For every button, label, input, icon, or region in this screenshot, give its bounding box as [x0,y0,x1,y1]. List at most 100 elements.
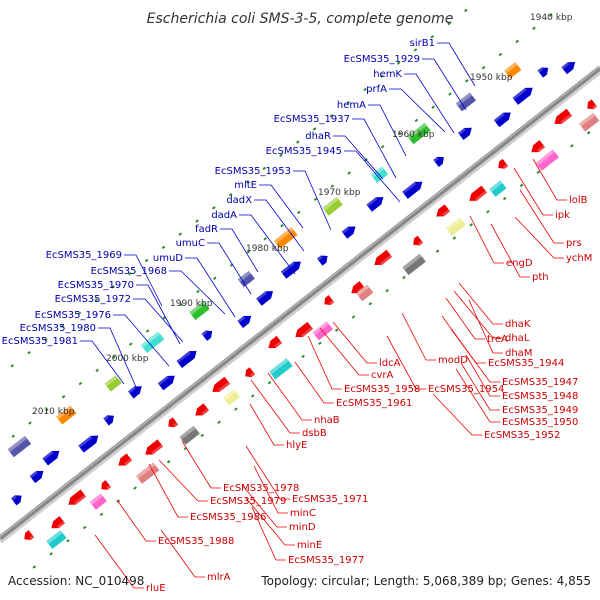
forward-gene-arrow [280,261,301,279]
kbp-tick-label: 2000 kbp [106,354,149,364]
inner-tick-dot [452,236,457,240]
outer-tick-dot [161,245,166,250]
reverse-leader-line [245,445,290,500]
forward-gene-arrow [201,330,213,341]
forward-leader-line [239,214,296,275]
reverse-gene-arrow [101,480,112,490]
inner-tick-dot [145,329,150,333]
reverse-leader-line [116,499,156,542]
forward-leader-line [352,118,397,179]
inner-tick-dot [536,170,541,174]
outer-tick-dot [380,74,384,79]
forward-gene-label: dadA [211,210,237,221]
reverse-gene-label: engD [506,258,533,269]
forward-gene-label: dhaR [305,131,331,142]
map-title: Escherichia coli SMS-3-5, complete genom… [147,11,454,27]
annotation-block [56,405,77,425]
forward-gene-arrow [537,67,549,78]
outer-tick-dot [10,364,15,368]
reverse-leader-line [245,497,295,546]
reverse-gene-arrow [24,530,35,541]
reverse-gene-label: dhaL [505,333,530,344]
reverse-gene-arrow [51,516,66,529]
reverse-gene-arrow [587,99,598,110]
reverse-gene-label: EcSMS35_1977 [288,555,364,566]
reverse-gene-label: cvrA [371,370,394,381]
forward-leader-line [368,104,407,157]
inner-tick-dot [380,144,385,149]
forward-leader-line [389,88,446,133]
forward-gene-arrow [493,112,511,128]
outer-tick-dot [312,127,317,131]
outer-tick-dot [430,35,435,39]
annotation-block [504,62,522,79]
inner-tick-dot [330,184,335,188]
reverse-gene-label: EcSMS35_1986 [190,512,266,523]
reverse-leader-line [250,379,300,434]
forward-leader-line [254,199,305,252]
inner-tick-dot [498,52,503,57]
reverse-gene-arrow [145,439,164,455]
reverse-gene-label: minC [290,508,316,519]
reverse-gene-label: EcSMS35_1944 [488,358,564,369]
reverse-gene-label: EcSMS35_1954 [428,384,504,395]
kbp-tick-label: 1980 kbp [246,244,289,254]
annotation-block [274,227,298,249]
reverse-gene-label: ychM [566,253,592,264]
reverse-gene-label: EcSMS35_1958 [344,384,420,395]
forward-gene-label: EcSMS35_1972 [55,294,131,305]
inner-tick-dot [200,433,205,438]
kbp-tick-label: 1970 kbp [318,188,361,198]
reverse-leader-line [386,335,426,390]
forward-gene-arrow [10,495,22,506]
reverse-gene-label: treA [487,334,508,345]
reverse-leader-line [465,354,500,397]
inner-tick-dot [66,538,70,543]
inner-tick-dot [61,395,66,399]
reverse-gene-label: EcSMS35_1950 [502,417,578,428]
reverse-leader-line [251,506,286,561]
forward-leader-line [207,242,252,295]
annotation-block [140,331,165,353]
annotation-block [189,301,210,321]
inner-tick-dot [99,512,104,517]
kbp-tick-label: 1940 kbp [530,13,573,23]
reverse-leader-line [158,459,208,502]
annotation-block [179,425,200,445]
reverse-gene-arrow [554,108,573,125]
forward-leader-line [333,135,384,180]
reverse-leader-line [294,361,334,404]
inner-tick-dot [44,408,49,412]
forward-leader-line [185,257,236,318]
genome-summary-text: Topology: circular; Length: 5,068,389 bp… [260,574,591,588]
inner-tick-dot [212,276,217,281]
inner-tick-dot [448,92,452,96]
reverse-gene-label: EcSMS35_1971 [292,494,368,505]
inner-tick-dot [469,223,473,227]
inner-tick-dot [347,171,351,175]
reverse-leader-line [453,290,503,339]
outer-tick-dot [195,219,199,223]
reverse-gene-label: modD [438,355,468,366]
gene-labels: 1940 kbp 1950 kbp 1960 kbp 1970 kbp 1980 kbp… [2,13,593,594]
forward-gene-label: EcSMS35_1937 [274,114,350,125]
inner-tick-dot [414,118,419,123]
forward-gene-arrow [103,415,114,426]
reverse-gene-arrow [118,453,133,466]
reverse-leader-line [513,167,553,216]
forward-leader-line [293,170,332,231]
outer-tick-dot [178,232,183,236]
reverse-leader-line [253,465,288,514]
inner-tick-dot [502,196,507,201]
forward-gene-label: sirB1 [410,38,435,49]
genome-backbone [0,66,600,540]
forward-leader-line [169,270,226,315]
reverse-leader-line [458,282,503,325]
reverse-gene-label: EcSMS35_1949 [502,405,578,416]
kbp-tick-label: 2010 kbp [32,407,75,417]
reverse-leader-line [514,216,564,259]
inner-tick-dot [78,381,83,386]
outer-tick-dot [262,166,267,171]
inner-tick-dot [234,407,238,411]
reverse-leader-line [532,158,567,201]
